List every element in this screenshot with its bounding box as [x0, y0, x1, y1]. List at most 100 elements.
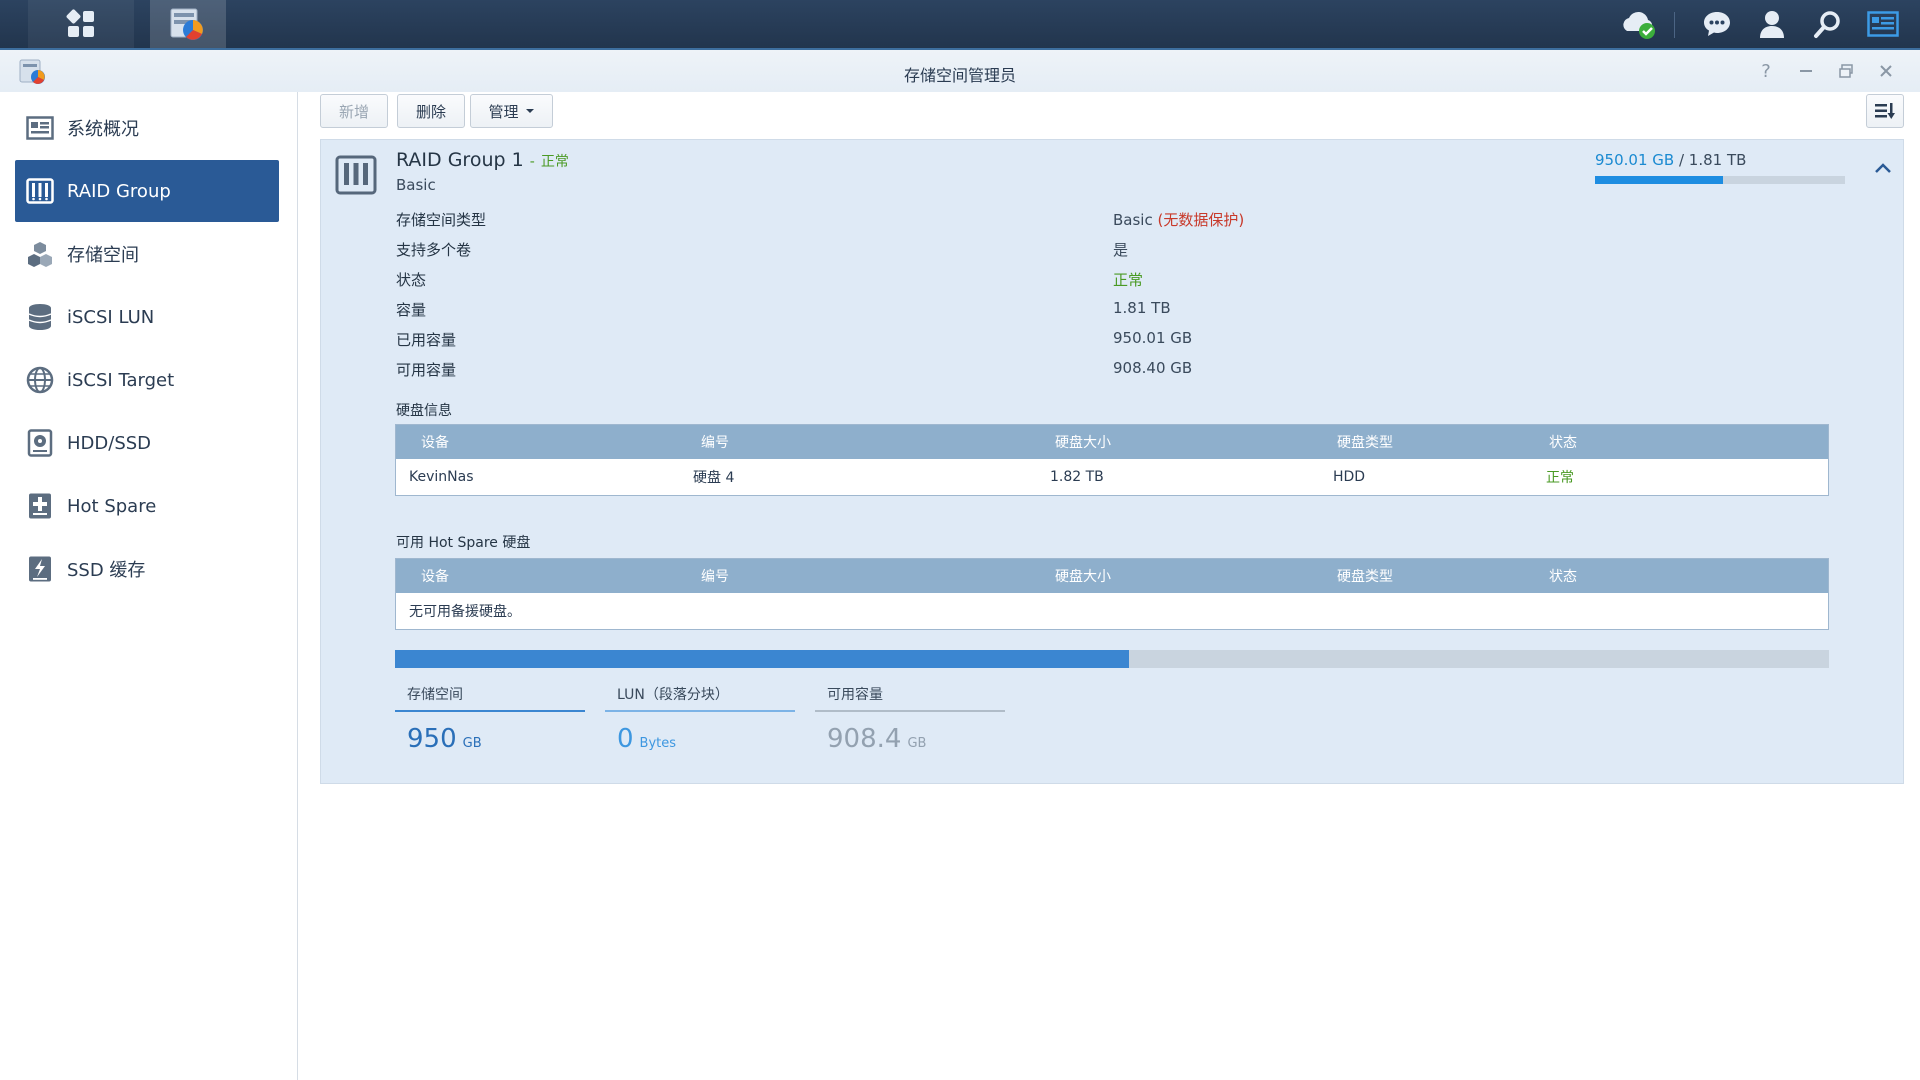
- user-button[interactable]: [1749, 0, 1795, 48]
- sidebar-item-overview[interactable]: 系统概况: [15, 97, 279, 159]
- sort-button[interactable]: [1866, 94, 1904, 128]
- sidebar-item-iscsi-lun[interactable]: iSCSI LUN: [15, 286, 279, 348]
- cell-size: 1.82 TB: [1050, 469, 1104, 485]
- info-label-type: 存储空间类型: [396, 211, 487, 229]
- sidebar-item-label: 存储空间: [67, 245, 139, 266]
- info-label-multi-volume: 支持多个卷: [396, 241, 472, 259]
- minimize-button[interactable]: [1794, 60, 1818, 82]
- sidebar-item-hdd-ssd[interactable]: HDD/SSD: [15, 412, 279, 474]
- table-row[interactable]: KevinNas 硬盘 4 1.82 TB HDD 正常: [396, 459, 1828, 495]
- info-value-capacity: 1.81 TB: [1113, 299, 1171, 317]
- usage-progress-fill: [1595, 176, 1723, 184]
- allocation-fill: [395, 650, 1130, 668]
- iscsi-lun-icon: [25, 302, 55, 332]
- hdd-icon: [25, 428, 55, 458]
- close-button[interactable]: [1874, 60, 1898, 82]
- header-device[interactable]: 设备: [421, 435, 449, 451]
- info-label-capacity: 容量: [396, 301, 427, 319]
- sidebar-item-ssd-cache[interactable]: SSD 缓存: [15, 538, 279, 600]
- hot-spare-heading: 可用 Hot Spare 硬盘: [396, 535, 531, 551]
- maximize-button[interactable]: [1834, 60, 1858, 82]
- empty-message: 无可用备援硬盘。: [409, 604, 521, 620]
- sidebar-item-label: Hot Spare: [67, 495, 157, 517]
- ssd-cache-icon: [25, 554, 55, 584]
- header-number[interactable]: 编号: [701, 435, 729, 451]
- search-button[interactable]: [1804, 0, 1850, 48]
- stat-lun-value: 0: [617, 724, 634, 754]
- restore-icon: [1839, 64, 1853, 78]
- widgets-button[interactable]: [1860, 0, 1906, 48]
- create-button[interactable]: 新增: [320, 94, 388, 128]
- hot-spare-table: 设备 编号 硬盘大小 硬盘类型 状态 无可用备援硬盘。: [395, 558, 1829, 630]
- header-type[interactable]: 硬盘类型: [1337, 569, 1393, 585]
- minimize-icon: [1800, 70, 1812, 72]
- stat-free-number: 908.4 GB: [815, 724, 1005, 754]
- header-type[interactable]: 硬盘类型: [1337, 435, 1393, 451]
- sidebar-item-volume[interactable]: 存储空间: [15, 223, 279, 285]
- stat-lun-unit: Bytes: [639, 736, 677, 751]
- iscsi-target-icon: [25, 365, 55, 395]
- sidebar-item-raid-group[interactable]: RAID Group: [15, 160, 279, 222]
- usage-progress-bar: [1595, 176, 1845, 184]
- manage-dropdown-button[interactable]: 管理: [470, 94, 553, 128]
- raid-group-panel[interactable]: RAID Group 1 - 正常 Basic 950.01 GB / 1.81…: [320, 139, 1904, 784]
- user-icon: [1760, 11, 1784, 38]
- header-size[interactable]: 硬盘大小: [1055, 435, 1111, 451]
- sidebar-item-label: HDD/SSD: [67, 432, 152, 454]
- header-status[interactable]: 状态: [1549, 569, 1577, 585]
- usage-total: 1.81 TB: [1688, 151, 1747, 169]
- sidebar-item-label: iSCSI Target: [67, 369, 175, 391]
- help-button[interactable]: ?: [1754, 60, 1778, 82]
- empty-row: 无可用备援硬盘。: [396, 593, 1828, 629]
- stat-lun-number: 0 Bytes: [605, 724, 795, 754]
- raid-group-icon: [335, 154, 377, 196]
- stat-free-value: 908.4: [827, 724, 902, 754]
- raid-group-type: Basic: [396, 176, 436, 194]
- sort-icon: [1875, 103, 1895, 119]
- info-label-used: 已用容量: [396, 331, 457, 349]
- widgets-icon: [1867, 11, 1899, 37]
- cloud-status-button[interactable]: [1615, 0, 1661, 48]
- overview-icon: [25, 113, 55, 143]
- info-value-used: 950.01 GB: [1113, 329, 1193, 347]
- chevron-up-icon: [1875, 163, 1891, 173]
- cell-device: KevinNas: [409, 469, 474, 485]
- usage-summary: 950.01 GB / 1.81 TB: [1595, 151, 1746, 169]
- sidebar-item-hot-spare[interactable]: Hot Spare: [15, 475, 279, 537]
- apps-grid-icon: [66, 9, 94, 37]
- table-header: 设备 编号 硬盘大小 硬盘类型 状态: [396, 425, 1828, 459]
- stat-free-label: 可用容量: [815, 680, 1005, 712]
- header-size[interactable]: 硬盘大小: [1055, 569, 1111, 585]
- manage-label: 管理: [488, 102, 519, 121]
- notifications-button[interactable]: [1694, 0, 1740, 48]
- window-titlebar: 存储空间管理员 ?: [0, 50, 1920, 92]
- header-device[interactable]: 设备: [421, 569, 449, 585]
- info-value-status: 正常: [1113, 271, 1144, 289]
- stat-volume-value: 950: [407, 724, 457, 754]
- usage-used: 950.01 GB: [1595, 151, 1675, 169]
- storage-manager-app-icon: [18, 58, 48, 86]
- table-header: 设备 编号 硬盘大小 硬盘类型 状态: [396, 559, 1828, 593]
- storage-manager-taskbar-button[interactable]: [150, 0, 226, 48]
- no-protection-warning: (无数据保护): [1157, 211, 1245, 229]
- delete-button[interactable]: 删除: [397, 94, 465, 128]
- stat-volume-label: 存储空间: [395, 680, 585, 712]
- sidebar-item-label: SSD 缓存: [67, 560, 146, 581]
- cloud-check-icon: [1623, 11, 1655, 39]
- cell-type: HDD: [1333, 469, 1366, 485]
- sidebar-item-label: iSCSI LUN: [67, 306, 155, 328]
- info-label-free: 可用容量: [396, 361, 457, 379]
- sidebar: 系统概况 RAID Group 存储空间 iSCSI LUN iSCSI Tar…: [0, 92, 298, 1080]
- header-number[interactable]: 编号: [701, 569, 729, 585]
- collapse-button[interactable]: [1871, 158, 1895, 178]
- type-value: Basic: [1113, 211, 1153, 229]
- stat-free-unit: GB: [907, 736, 927, 751]
- disk-info-heading: 硬盘信息: [396, 403, 452, 419]
- raid-group-icon: [25, 176, 55, 206]
- sidebar-item-iscsi-target[interactable]: iSCSI Target: [15, 349, 279, 411]
- chat-bubble-icon: [1704, 12, 1730, 36]
- header-status[interactable]: 状态: [1549, 435, 1577, 451]
- stat-volume-unit: GB: [462, 736, 482, 751]
- sidebar-item-label: RAID Group: [67, 180, 171, 202]
- main-menu-button[interactable]: [28, 0, 134, 48]
